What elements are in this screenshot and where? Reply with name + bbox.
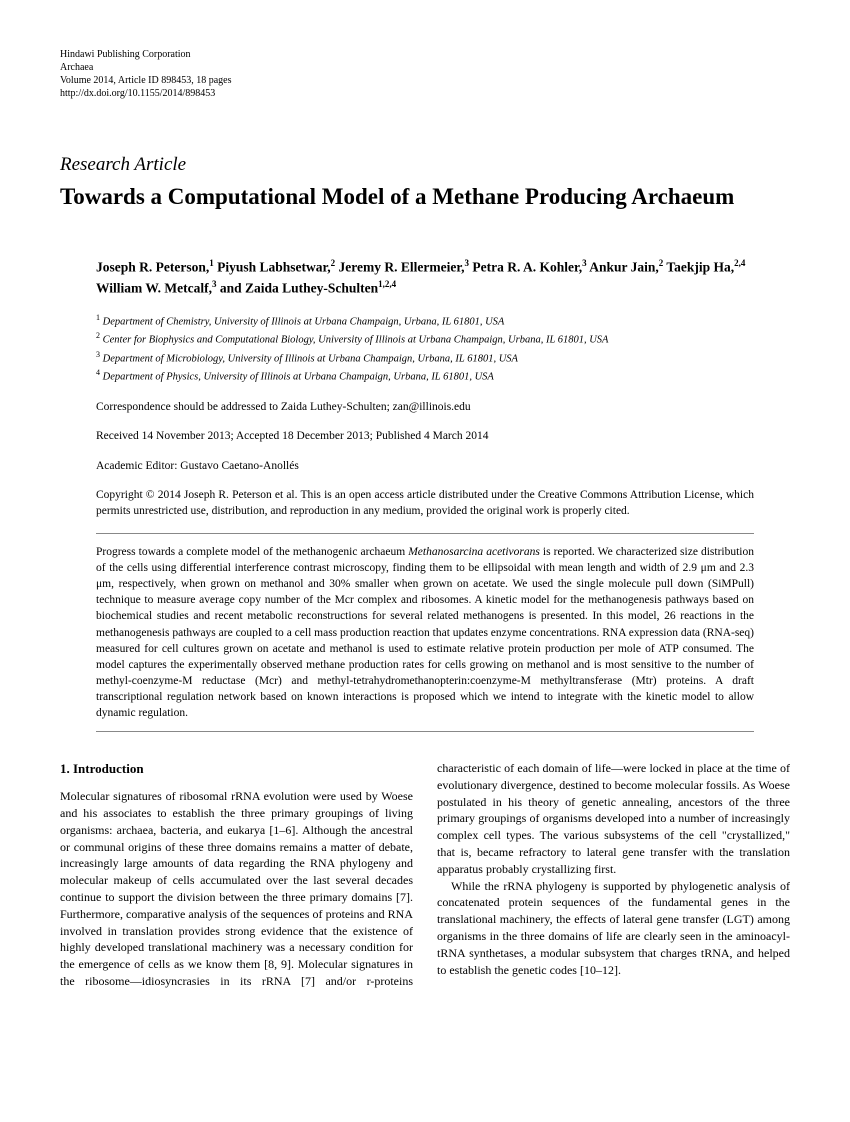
correspondence-line: Correspondence should be addressed to Za… — [96, 399, 754, 416]
affiliation-item: 4 Department of Physics, University of I… — [96, 367, 754, 385]
affiliation-list: 1 Department of Chemistry, University of… — [96, 312, 754, 385]
article-type: Research Article — [60, 152, 790, 179]
publisher-name: Hindawi Publishing Corporation — [60, 48, 790, 61]
editor-line: Academic Editor: Gustavo Caetano-Anollés — [96, 458, 754, 475]
section-heading-intro: 1. Introduction — [60, 760, 413, 778]
citation-line: Volume 2014, Article ID 898453, 18 pages — [60, 74, 790, 87]
doi-link[interactable]: http://dx.doi.org/10.1155/2014/898453 — [60, 87, 790, 100]
metadata-block: Correspondence should be addressed to Za… — [96, 399, 754, 475]
copyright-notice: Copyright © 2014 Joseph R. Peterson et a… — [96, 487, 754, 519]
affiliation-item: 1 Department of Chemistry, University of… — [96, 312, 754, 330]
abstract: Progress towards a complete model of the… — [96, 533, 754, 732]
intro-paragraph-2: While the rRNA phylogeny is supported by… — [437, 878, 790, 979]
paper-title: Towards a Computational Model of a Metha… — [60, 183, 790, 212]
author-list: Joseph R. Peterson,1 Piyush Labhsetwar,2… — [96, 257, 754, 298]
affiliation-item: 2 Center for Biophysics and Computationa… — [96, 330, 754, 348]
publication-header: Hindawi Publishing Corporation Archaea V… — [60, 48, 790, 100]
affiliation-item: 3 Department of Microbiology, University… — [96, 349, 754, 367]
dates-line: Received 14 November 2013; Accepted 18 D… — [96, 428, 754, 445]
journal-name: Archaea — [60, 61, 790, 74]
body-columns: 1. Introduction Molecular signatures of … — [60, 760, 790, 990]
